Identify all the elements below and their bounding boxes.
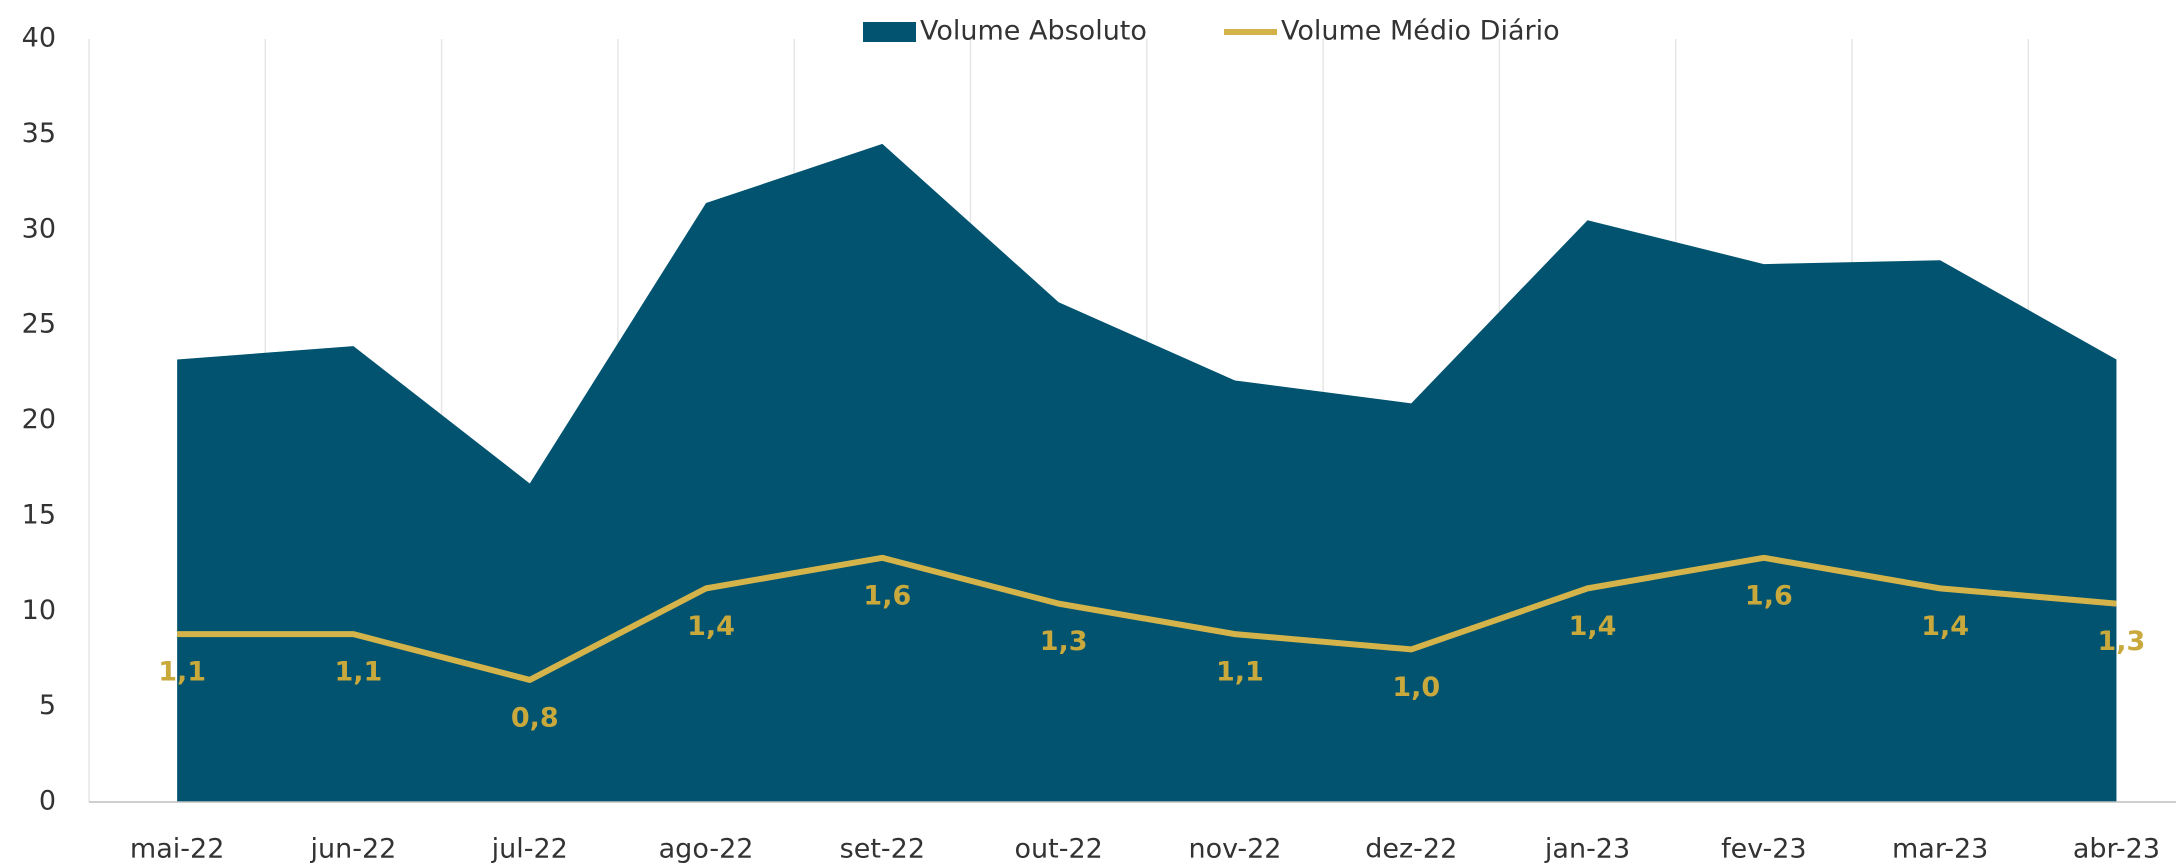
data-label: 1,4 bbox=[1921, 611, 1969, 642]
data-label: 1,0 bbox=[1392, 672, 1440, 703]
y-tick-label: 5 bbox=[39, 690, 56, 721]
y-tick-label: 40 bbox=[22, 23, 56, 54]
y-tick-label: 35 bbox=[22, 118, 56, 149]
legend-swatch bbox=[863, 22, 916, 42]
x-tick-label: set-22 bbox=[840, 834, 925, 865]
data-label: 1,6 bbox=[1745, 580, 1793, 611]
data-label: 1,3 bbox=[1040, 626, 1088, 657]
legend-label: Volume Médio Diário bbox=[1281, 16, 1560, 47]
y-tick-label: 10 bbox=[22, 595, 56, 626]
x-tick-label: jun-22 bbox=[310, 834, 397, 865]
data-label: 1,1 bbox=[1216, 657, 1264, 688]
y-tick-label: 30 bbox=[22, 213, 56, 244]
y-tick-label: 20 bbox=[22, 404, 56, 435]
x-tick-label: ago-22 bbox=[659, 834, 754, 865]
legend-label: Volume Absoluto bbox=[920, 16, 1147, 47]
y-tick-label: 25 bbox=[22, 309, 56, 340]
x-tick-label: jan-23 bbox=[1544, 834, 1630, 865]
x-tick-label: out-22 bbox=[1014, 834, 1102, 865]
data-label: 1,1 bbox=[335, 657, 383, 688]
x-tick-label: mar-23 bbox=[1892, 834, 1988, 865]
x-tick-label: fev-23 bbox=[1721, 834, 1806, 865]
data-label: 1,6 bbox=[863, 580, 911, 611]
x-tick-label: dez-22 bbox=[1365, 834, 1457, 865]
data-label: 1,4 bbox=[687, 611, 735, 642]
x-tick-label: abr-23 bbox=[2073, 834, 2160, 865]
x-tick-label: mai-22 bbox=[130, 834, 224, 865]
y-tick-label: 15 bbox=[22, 499, 56, 530]
x-tick-label: nov-22 bbox=[1188, 834, 1281, 865]
data-label: 1,1 bbox=[158, 657, 206, 688]
area bbox=[177, 143, 2117, 803]
data-label: 1,3 bbox=[2098, 626, 2146, 657]
line bbox=[177, 554, 2117, 683]
y-tick-label: 0 bbox=[39, 786, 56, 817]
data-label: 0,8 bbox=[511, 702, 559, 733]
x-tick-label: jul-22 bbox=[491, 834, 568, 865]
data-label: 1,4 bbox=[1569, 611, 1617, 642]
